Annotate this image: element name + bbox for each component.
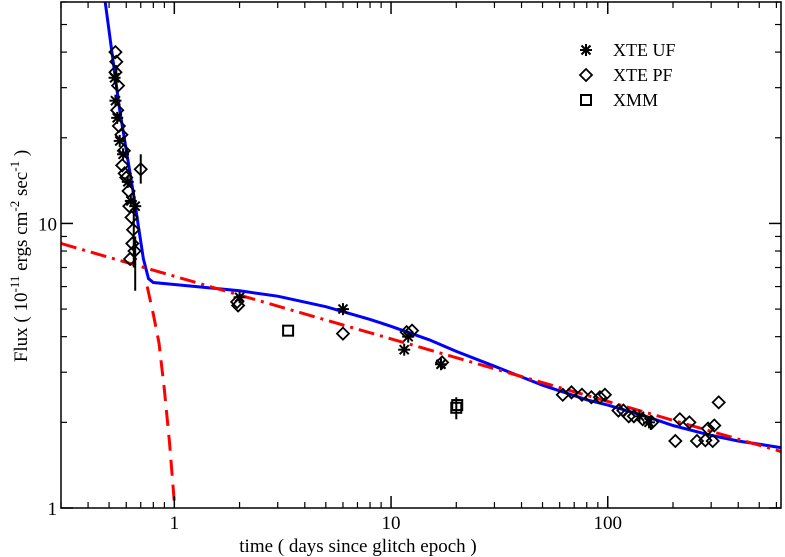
point-xte-pf: [706, 418, 722, 433]
point-xte-pf: [597, 387, 613, 403]
model-curves: [61, 2, 781, 508]
legend-label-xte-pf: XTE PF: [613, 65, 673, 85]
point-xte-uf: [398, 343, 411, 356]
point-xte-pf: [668, 433, 683, 449]
point-xte-pf: [125, 236, 140, 251]
point-xte-pf: [110, 78, 126, 93]
point-xte-pf: [592, 389, 608, 405]
point-xte-pf: [121, 183, 136, 199]
point-xte-pf: [635, 412, 651, 427]
point-xte-pf: [399, 324, 414, 340]
point-xte-pf: [124, 210, 139, 225]
x-tick-label: 10: [382, 513, 401, 534]
y-label-exp1: -11: [7, 276, 22, 293]
y-axis-title: Flux ( 10-11 ergs cm-2 sec-1 ): [7, 150, 32, 362]
point-xte-pf: [621, 409, 637, 424]
model-steep-component: [145, 286, 177, 508]
point-xte-pf: [114, 127, 129, 142]
point-xte-uf: [336, 303, 349, 316]
point-xte-pf: [116, 143, 132, 159]
legend-marker-square: [580, 94, 592, 106]
point-xte-pf: [114, 158, 130, 173]
point-xte-pf: [644, 415, 660, 430]
point-xte-pf: [611, 403, 626, 418]
x-tick-label: 1: [170, 513, 180, 534]
point-xte-pf: [122, 198, 137, 214]
point-xte-pf: [404, 323, 420, 338]
point-xte-pf: [133, 162, 149, 177]
y-label-mid: ergs cm: [11, 211, 32, 275]
legend-label-xte-uf: XTE UF: [613, 40, 676, 60]
error-bars: [115, 65, 652, 430]
y-tick-label: 1: [48, 499, 58, 520]
point-xte-pf: [335, 326, 351, 341]
y-label-prefix: Flux ( 10: [11, 292, 32, 362]
point-xte-pf: [672, 412, 688, 427]
point-xte-pf: [108, 64, 123, 80]
point-xte-pf: [700, 421, 716, 436]
y-label-mid2: sec: [11, 172, 32, 201]
legend-label-xmm: XMM: [613, 90, 658, 110]
point-xte-pf: [574, 387, 590, 403]
point-xte-pf: [117, 166, 132, 181]
point-xte-pf: [125, 222, 141, 238]
y-label-exp3: -1: [7, 161, 22, 172]
point-xte-pf: [122, 251, 138, 267]
y-label-suffix: ): [11, 150, 32, 161]
plot-frame: [60, 1, 782, 509]
legend-marker-diamond: [578, 67, 594, 83]
legend-marker-asterisk: [580, 44, 592, 56]
x-tick-label: 100: [594, 513, 623, 534]
point-xte-pf: [682, 415, 697, 430]
y-tick-label: 10: [38, 214, 57, 235]
model-total-fit: [103, 2, 781, 450]
axis-ticks: 1 10 100 1 10: [38, 1, 781, 534]
point-xmm: [451, 399, 464, 412]
point-xmm: [282, 324, 295, 337]
legend: XTE UF XTE PF XMM: [578, 40, 676, 110]
point-xte-pf: [230, 298, 246, 313]
point-xte-pf: [626, 409, 642, 424]
point-xte-pf: [229, 294, 245, 310]
point-xte-pf: [109, 102, 125, 118]
point-xte-uf: [113, 134, 126, 147]
point-xte-pf: [118, 170, 134, 185]
y-label-exp2: -2: [7, 201, 22, 212]
x-axis-title: time ( days since glitch epoch ): [239, 536, 476, 557]
point-xte-pf: [108, 44, 123, 60]
point-xte-pf: [711, 395, 726, 410]
point-xte-pf: [564, 385, 579, 400]
model-power-law-component: [61, 242, 781, 453]
point-xte-pf: [705, 433, 720, 449]
data-points: [108, 44, 726, 449]
point-xte-pf: [434, 355, 450, 370]
